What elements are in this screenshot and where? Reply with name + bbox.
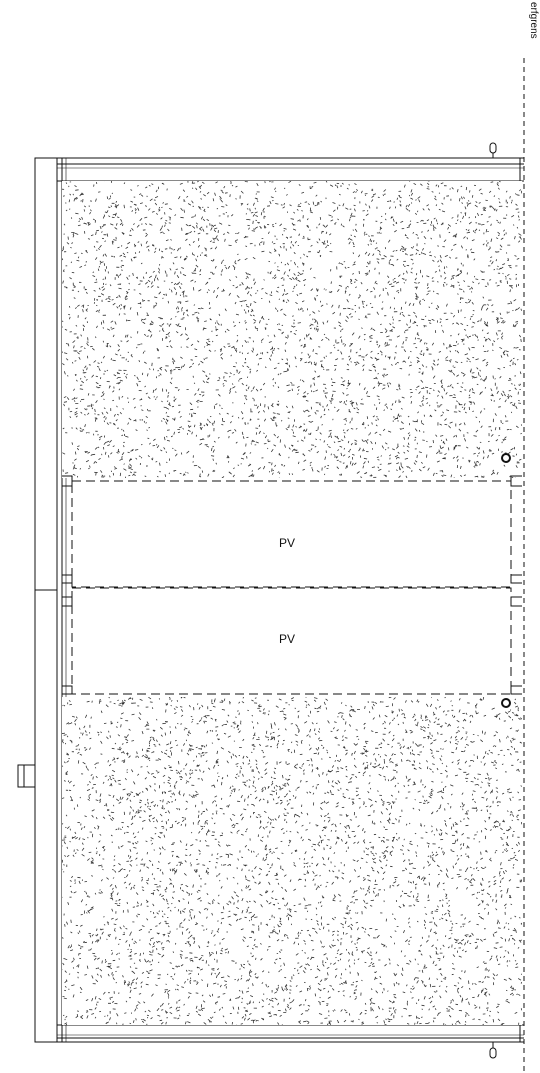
gravel-hatch-bottom	[62, 697, 522, 1025]
pv-panel-bottom	[71, 587, 512, 695]
outlet-top-icon	[489, 142, 497, 158]
pv-mount-brackets	[62, 475, 522, 695]
pv-panel-top	[71, 480, 512, 588]
top-gutter	[57, 157, 524, 182]
pv-label-bottom: PV	[279, 632, 295, 646]
boundary-label: erfgrens	[528, 2, 539, 39]
pv-label-top: PV	[279, 536, 295, 550]
gravel-hatch-top	[62, 181, 522, 478]
drain-top-icon	[501, 453, 511, 463]
gravel-area-top	[62, 181, 522, 478]
drain-bottom-icon	[501, 698, 511, 708]
gravel-stipple	[62, 697, 522, 1025]
outlet-bottom-icon	[489, 1042, 497, 1059]
gravel-area-bottom	[62, 697, 522, 1025]
left-wall	[34, 157, 58, 1043]
downpipe-stub	[17, 764, 35, 788]
gravel-stipple	[62, 181, 522, 478]
bottom-gutter	[57, 1024, 524, 1043]
